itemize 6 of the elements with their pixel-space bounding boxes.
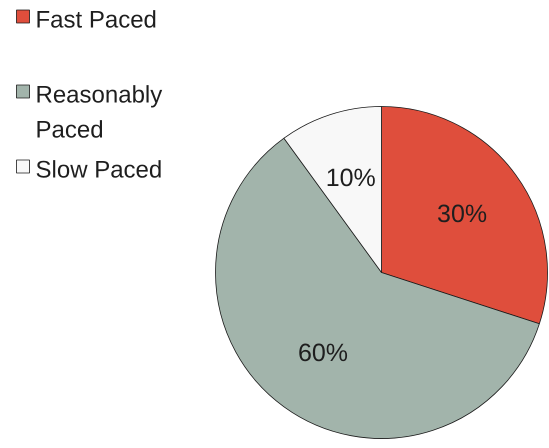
legend-label: Fast Paced xyxy=(36,6,157,34)
data-label: 10% xyxy=(326,164,376,192)
data-label: 60% xyxy=(298,339,348,368)
legend-label: Reasonably Paced xyxy=(36,82,162,144)
data-label: 30% xyxy=(437,200,488,228)
legend-label: Slow Paced xyxy=(36,156,162,184)
